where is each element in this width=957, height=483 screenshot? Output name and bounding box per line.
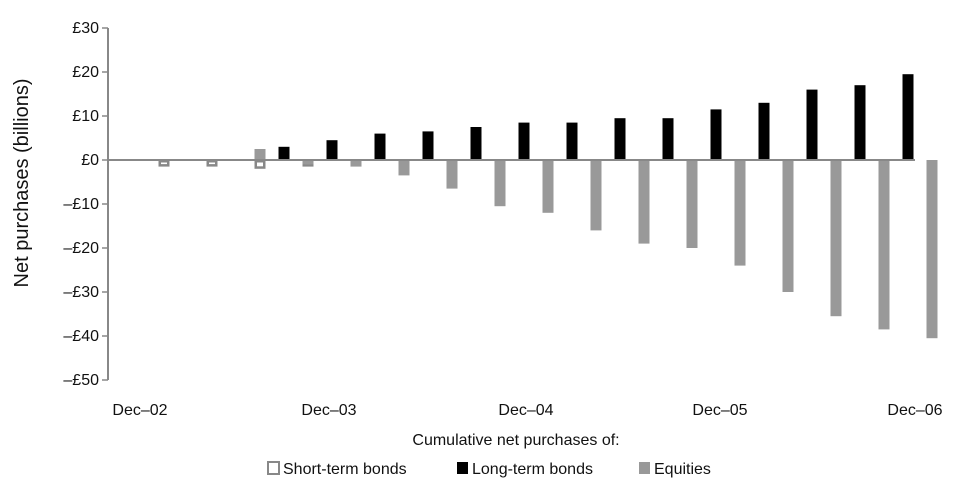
bar-equities (926, 160, 938, 339)
y-tick-label: £0 (81, 152, 99, 169)
bar-equities (302, 160, 314, 165)
bar-long-term-bonds (614, 118, 626, 160)
x-tick-label: Dec–03 (301, 402, 356, 419)
bar-long-term-bonds (854, 85, 866, 160)
x-tick-label: Dec–06 (887, 402, 942, 419)
x-tick-label: Dec–04 (498, 402, 553, 419)
legend-swatch-equities (639, 462, 650, 474)
y-ticks-group: £30 £20 £10 £0 –£10 –£20 –£30 –£40 –£50 (63, 20, 108, 389)
y-tick-label: –£40 (63, 328, 99, 345)
bar-equities (446, 160, 458, 189)
bar-long-term-bonds (470, 127, 482, 160)
bar-equities (782, 160, 794, 292)
y-axis-label: Net purchases (billions) (11, 79, 33, 288)
bar-long-term-bonds (374, 133, 386, 160)
legend-label: Equities (654, 461, 711, 478)
y-tick-label: £20 (72, 64, 99, 81)
bar-long-term-bonds (326, 140, 338, 160)
bar-equities (254, 149, 266, 160)
x-ticks-group: Dec–02 Dec–03 Dec–04 Dec–05 Dec–06 (112, 402, 942, 419)
y-tick-label: –£10 (63, 196, 99, 213)
bar-long-term-bonds (806, 89, 818, 160)
bar-short-term-bonds (158, 160, 170, 167)
bar-equities (542, 160, 554, 213)
legend-label: Long-term bonds (472, 461, 593, 478)
legend-label: Short-term bonds (283, 461, 407, 478)
bar-equities (734, 160, 746, 266)
bar-long-term-bonds (758, 102, 770, 160)
legend-swatch-long-term-bonds (457, 462, 468, 474)
bar-equities (878, 160, 890, 330)
legend-swatch-short-term-bonds (267, 461, 280, 475)
y-tick-label: £30 (72, 20, 99, 37)
bar-equities (350, 160, 362, 167)
bar-equities (398, 160, 410, 176)
bar-short-term-bonds (206, 160, 218, 167)
bars-group (158, 74, 938, 339)
bar-long-term-bonds (710, 109, 722, 160)
bar-long-term-bonds (662, 118, 674, 160)
bar-equities (638, 160, 650, 244)
axes-group (107, 28, 915, 380)
x-tick-label: Dec–05 (692, 402, 747, 419)
y-tick-label: –£30 (63, 284, 99, 301)
bar-equities (590, 160, 602, 231)
bar-long-term-bonds (422, 131, 434, 160)
bar-long-term-bonds (518, 122, 530, 160)
y-tick-label: –£20 (63, 240, 99, 257)
x-tick-label: Dec–02 (112, 402, 167, 419)
bar-long-term-bonds (566, 122, 578, 160)
bar-long-term-bonds (902, 74, 914, 160)
legend: Short-term bonds Long-term bonds Equities (267, 461, 711, 478)
bar-short-term-bonds (254, 160, 266, 169)
bar-equities (830, 160, 842, 317)
y-tick-label: £10 (72, 108, 99, 125)
bar-equities (686, 160, 698, 248)
y-tick-label: –£50 (63, 372, 99, 389)
bar-equities (494, 160, 506, 207)
bar-long-term-bonds (278, 146, 290, 160)
x-axis-label: Cumulative net purchases of: (412, 432, 619, 449)
